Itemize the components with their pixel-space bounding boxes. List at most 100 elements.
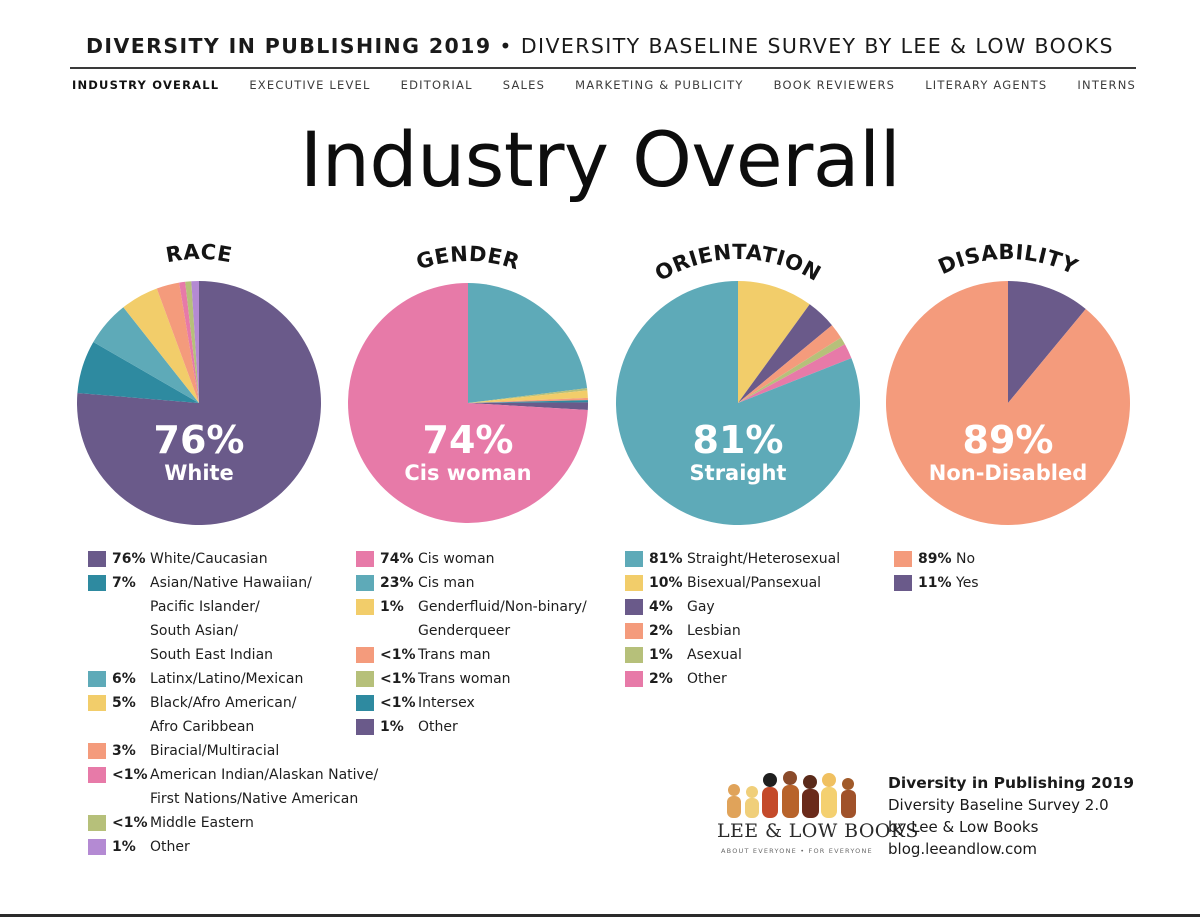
lee-low-logo-figures (727, 771, 856, 818)
orientation-legend: 81% Straight/Heterosexual 10% Bisexual/Pans… (625, 547, 865, 691)
pie-slice-asexual (738, 337, 845, 403)
legend-swatch (625, 623, 643, 639)
center-value: 76% (154, 418, 245, 462)
legend-label: White/Caucasian (150, 551, 268, 567)
legend-item: <1% Trans woman (356, 667, 616, 691)
legend-item: <1% Intersex (356, 691, 616, 715)
legend-label: Other (418, 719, 458, 735)
tab-book-reviewers[interactable]: BOOK REVIEWERS (773, 78, 896, 92)
branding-block: Diversity in Publishing 2019 Diversity B… (888, 772, 1134, 860)
logo-figure-6 (821, 773, 837, 818)
tab-literary-agents[interactable]: LITERARY AGENTS (925, 78, 1048, 92)
disability-pie-chart: DISABILITY 89%Non-Disabled (886, 240, 1131, 525)
race-legend: 76% White/Caucasian 7% Asian/Native Hawaiia… (88, 547, 388, 859)
legend-swatch (356, 647, 374, 663)
legend-label: Middle Eastern (150, 815, 254, 831)
legend-percent: 89% (918, 551, 952, 567)
legend-swatch (894, 551, 912, 567)
logo-figure-5 (802, 775, 819, 818)
legend-item: 6% Latinx/Latino/Mexican (88, 667, 388, 691)
legend-swatch (356, 671, 374, 687)
pie-charts: RACE 76%White GENDER 74%Cis woman ORIENTAT… (77, 240, 1131, 525)
logo-name: LEE & LOW BOOKS (717, 820, 919, 842)
legend-percent: 1% (112, 839, 136, 855)
tab-executive-level[interactable]: EXECUTIVE LEVEL (249, 78, 371, 92)
legend-item: 74% Cis woman (356, 547, 616, 571)
legend-swatch (625, 575, 643, 591)
logo-figure-7 (841, 778, 856, 818)
pie-slice-trans-man (468, 397, 588, 403)
legend-swatch (625, 647, 643, 663)
pie-slice-other (738, 344, 852, 403)
legend-item: 1% Genderfluid/Non-binary/Genderqueer (356, 595, 616, 643)
tab-industry-overall[interactable]: INDUSTRY OVERALL (72, 78, 220, 92)
pie-slice-cis-man (468, 283, 588, 403)
legend-item: 4% Gay (625, 595, 865, 619)
legend-swatch (356, 695, 374, 711)
tab-marketing-publicity[interactable]: MARKETING & PUBLICITY (575, 78, 744, 92)
legend-item: 5% Black/Afro American/Afro Caribbean (88, 691, 388, 739)
pie-slice-other (468, 402, 589, 410)
legend-label: Black/Afro American/ (150, 695, 297, 711)
legend-label: Cis man (418, 575, 475, 591)
section-nav: INDUSTRY OVERALL EXECUTIVE LEVEL EDITORI… (72, 78, 1136, 92)
pie-slice-white-caucasian (77, 281, 322, 525)
legend-percent: 76% (112, 551, 146, 567)
legend-swatch (88, 575, 106, 591)
legend-swatch (894, 575, 912, 591)
legend-item: 81% Straight/Heterosexual (625, 547, 865, 571)
legend-percent: 81% (649, 551, 683, 567)
logo-figure-4 (782, 771, 799, 818)
legend-item: 7% Asian/Native Hawaiian/Pacific Islander… (88, 571, 388, 667)
legend-label: Gay (687, 599, 715, 615)
legend-label-continued: Genderqueer (418, 623, 511, 639)
header-title: DIVERSITY IN PUBLISHING 2019 • DIVERSITY… (0, 34, 1200, 58)
tab-sales[interactable]: SALES (502, 78, 546, 92)
center-value: 81% (693, 418, 784, 462)
legend-item: <1% Trans man (356, 643, 616, 667)
disability-legend: 89% No 11% Yes (894, 547, 1094, 595)
tab-interns[interactable]: INTERNS (1077, 78, 1136, 92)
legend-label: Latinx/Latino/Mexican (150, 671, 304, 687)
legend-label-continued: South East Indian (150, 647, 274, 663)
center-label: White (164, 461, 234, 485)
branding-url[interactable]: blog.leeandlow.com (888, 840, 1038, 858)
legend-label-continued: Afro Caribbean (150, 719, 255, 735)
legend-label: Asian/Native Hawaiian/ (150, 575, 312, 591)
gender-legend: 74% Cis woman 23% Cis man 1% Genderfluid/Non-… (356, 547, 616, 739)
legend-label: No (956, 551, 976, 567)
legend-percent: 4% (649, 599, 673, 615)
legend-label-continued: Pacific Islander/ (150, 599, 260, 615)
legend-percent: 74% (380, 551, 414, 567)
legend-percent: <1% (112, 767, 148, 783)
tab-editorial[interactable]: EDITORIAL (400, 78, 473, 92)
legend-label: Trans woman (418, 671, 511, 687)
legend-swatch (88, 695, 106, 711)
legend-item: 76% White/Caucasian (88, 547, 388, 571)
legend-item: 1% Other (356, 715, 616, 739)
pie-slice-middle-eastern (185, 281, 199, 403)
legend-label: Lesbian (687, 623, 741, 639)
legend-swatch (625, 671, 643, 687)
header-title-rest: DIVERSITY BASELINE SURVEY BY LEE & LOW B… (520, 34, 1114, 58)
legend-item: 2% Other (625, 667, 865, 691)
header-separator: • (491, 34, 521, 58)
pie-slice-straight-heterosexual (615, 281, 860, 525)
bottom-divider (0, 914, 1200, 917)
logo-figure-3 (762, 773, 778, 818)
legend-percent: 5% (112, 695, 136, 711)
legend-swatch (88, 839, 106, 855)
legend-percent: 1% (380, 719, 404, 735)
legend-label: Asexual (687, 647, 742, 663)
legend-percent: 23% (380, 575, 414, 591)
legend-label-continued: First Nations/Native American (150, 791, 359, 807)
legend-percent: 2% (649, 623, 673, 639)
legend-label: Yes (956, 575, 979, 591)
branding-subtitle: Diversity Baseline Survey 2.0 (888, 796, 1109, 814)
legend-swatch (88, 551, 106, 567)
legend-item: 89% No (894, 547, 1094, 571)
logo-tagline: ABOUT EVERYONE • FOR EVERYONE (721, 847, 873, 855)
legend-percent: 2% (649, 671, 673, 687)
pie-slice-genderfluid-non-binary-genderqueer (468, 390, 588, 403)
branding-title: Diversity in Publishing 2019 (888, 774, 1134, 792)
